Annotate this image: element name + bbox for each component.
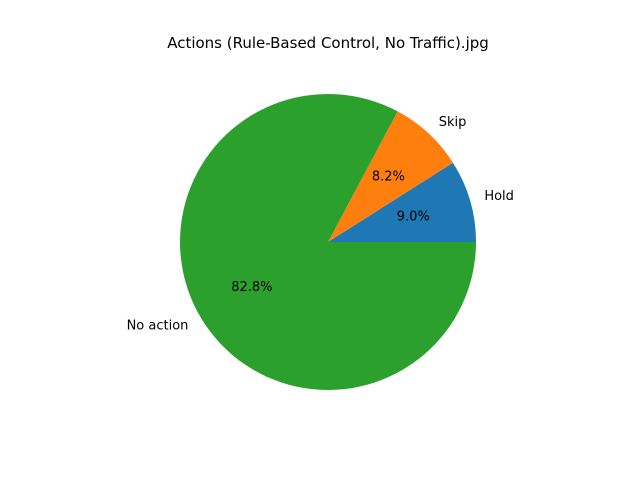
pie-slices xyxy=(180,94,476,390)
slice-label-no-action: No action xyxy=(127,318,189,333)
pie-slice-hold xyxy=(328,162,476,242)
slice-percent-hold: 9.0% xyxy=(397,210,430,225)
pie-labels: Hold 9.0% Skip 8.2% No action 82.8% xyxy=(127,115,514,333)
pie-slice-no-action xyxy=(180,94,476,390)
slice-label-skip: Skip xyxy=(439,115,467,130)
slice-percent-no-action: 82.8% xyxy=(231,280,272,295)
slice-label-hold: Hold xyxy=(484,189,514,204)
pie-slice-skip xyxy=(328,111,453,242)
slice-percent-skip: 8.2% xyxy=(372,169,405,184)
chart-title: Actions (Rule-Based Control, No Traffic)… xyxy=(167,34,489,52)
